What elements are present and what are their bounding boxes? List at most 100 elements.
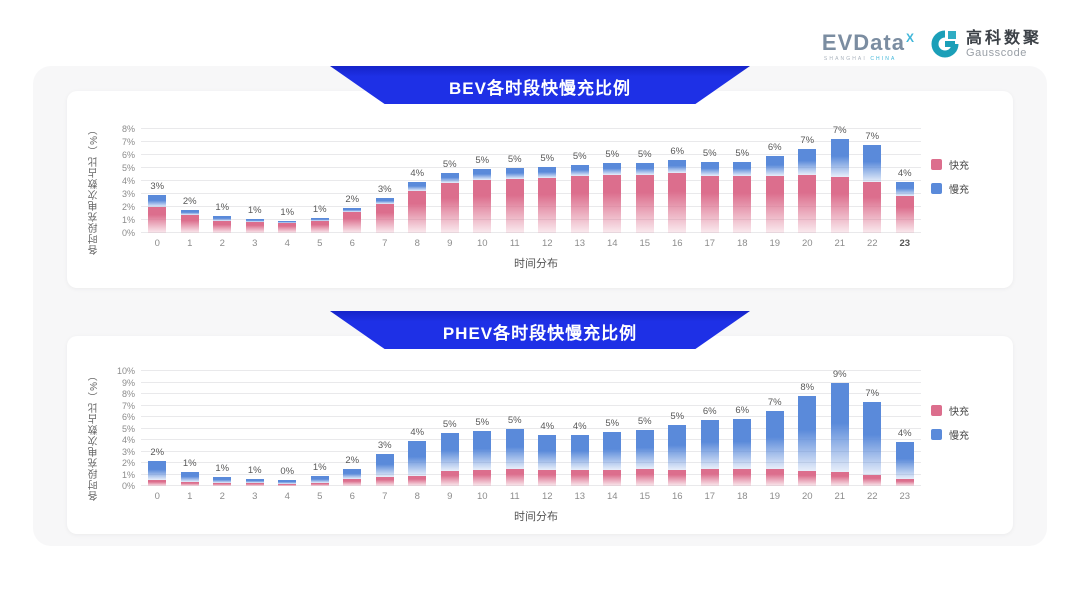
phev-xaxis-title: 时间分布 — [514, 511, 558, 523]
bar-total-label: 7% — [767, 396, 782, 408]
xtick-label: 13 — [574, 491, 586, 502]
phev-title: PHEV各时段快慢充比例 — [442, 323, 638, 343]
legend-swatch — [931, 159, 942, 170]
phev-chart: 各时段充电次数占比（%） 0% 1% 2% 3% 4% 5% 6% 7% 8% 9% 10% 2% 1%… — [67, 336, 1013, 534]
xtick-label: 13 — [574, 238, 586, 249]
bar-hour-13: 5% — [564, 129, 597, 233]
phev-yaxis-title: 各时段充电次数占比（%） — [88, 369, 100, 501]
gridline — [141, 154, 921, 155]
bar-hour-3: 1% — [239, 129, 272, 233]
gausscode-name-cn: 高科数聚 — [965, 29, 1042, 47]
bar-total-label: 5% — [637, 415, 652, 427]
bar-hour-18: 6% — [726, 371, 759, 486]
bar-segment-slow — [570, 165, 589, 177]
xtick-label: 18 — [736, 491, 748, 502]
bar-segment-slow — [375, 197, 394, 205]
bar-hour-21: 9% — [824, 369, 857, 486]
bar-hour-10: 5% — [466, 371, 499, 486]
bar-segment-slow — [148, 195, 167, 207]
xtick-label: 7 — [382, 238, 388, 249]
gridline — [141, 393, 921, 394]
bar-segment-slow — [278, 220, 297, 223]
bar-segment-slow — [408, 182, 427, 192]
evdata-brand-text: EVData — [821, 29, 905, 55]
bar-segment-fast — [245, 483, 264, 486]
bar-total-label: 1% — [312, 462, 327, 474]
bar-segment-slow — [863, 145, 882, 182]
xtick-label: 20 — [801, 238, 813, 249]
bar-segment-slow — [505, 428, 524, 469]
bar-segment-fast — [733, 176, 752, 233]
bar-total-label: 7% — [865, 131, 880, 143]
bar-segment-fast — [765, 469, 784, 486]
gridline — [141, 232, 921, 233]
bar-hour-13: 4% — [564, 371, 597, 486]
bar-segment-fast — [570, 469, 589, 486]
bar-total-label: 4% — [540, 421, 555, 433]
bar-segment-slow — [635, 162, 654, 175]
bar-segment-fast — [830, 177, 849, 233]
gridline — [141, 473, 921, 475]
gausscode-g-icon — [931, 30, 959, 58]
gridline — [141, 404, 921, 406]
bar-total-label: 5% — [507, 414, 522, 426]
bar-segment-slow — [895, 181, 914, 196]
ytick-label: 6% — [121, 150, 135, 160]
legend-label: 慢充 — [949, 430, 969, 442]
bar-hour-18: 5% — [726, 129, 759, 233]
legend-item-快充[interactable]: 快充 — [931, 157, 1005, 172]
evdata-wordmark: EVDataX — [822, 27, 915, 54]
legend-item-慢充[interactable]: 慢充 — [931, 427, 1005, 442]
ytick-label: 7% — [121, 137, 135, 147]
bar-hour-4: 0% — [271, 371, 304, 486]
bar-total-label: 5% — [605, 148, 620, 160]
xtick-label: 22 — [866, 238, 878, 249]
bev-plot-col: 0% 1% 2% 3% 4% 5% 6% 7% 8% 3% 2% 1% 1% 1% 1% 2% 3% 4% 5% 5%… — [105, 91, 931, 288]
bar-segment-slow — [733, 162, 752, 177]
bar-segment-fast — [148, 480, 167, 486]
bar-hour-3: 1% — [239, 371, 272, 486]
bar-hour-23: 4% — [889, 129, 922, 233]
xtick-label: 20 — [801, 491, 813, 502]
bar-segment-slow — [863, 402, 882, 475]
xtick-label: 11 — [509, 491, 520, 502]
xtick-label: 15 — [639, 491, 651, 502]
bar-hour-4: 1% — [271, 129, 304, 233]
legend-item-慢充[interactable]: 慢充 — [931, 181, 1005, 196]
bar-total-label: 3% — [150, 181, 165, 193]
ytick-label: 3% — [121, 446, 135, 457]
bar-total-label: 5% — [637, 148, 652, 160]
phev-title-banner: PHEV各时段快慢充比例 — [330, 311, 750, 349]
gausscode-text: 高科数聚 Gausscode — [966, 30, 1042, 59]
legend-item-快充[interactable]: 快充 — [931, 403, 1005, 418]
gridline — [141, 180, 921, 181]
bar-segment-fast — [375, 204, 394, 233]
legend-label: 慢充 — [949, 185, 969, 196]
bar-total-label: 6% — [735, 405, 750, 417]
bar-segment-fast — [570, 176, 589, 233]
bar-segment-fast — [408, 475, 427, 486]
bar-segment-slow — [148, 460, 167, 481]
bar-segment-slow — [603, 162, 622, 175]
bar-total-label: 5% — [442, 158, 457, 170]
bar-segment-slow — [278, 480, 297, 484]
bar-segment-slow — [830, 139, 849, 178]
bev-yaxis-title-col: 各时段充电次数占比（%） — [83, 91, 105, 288]
ytick-label: 4% — [121, 435, 135, 445]
xtick-label: 1 — [187, 491, 193, 502]
xtick-label: 21 — [834, 238, 846, 249]
bar-segment-slow — [440, 433, 459, 472]
bar-hour-14: 5% — [596, 129, 629, 233]
phev-yaxis-title-col: 各时段充电次数占比（%） — [83, 336, 105, 534]
bars-layer: 3% 2% 1% 1% 1% 1% 2% 3% 4% 5% 5% 5% 5% 5% 5% 5% 6% 5% 5% 6%… — [141, 125, 922, 233]
xtick-label: 5 — [317, 238, 323, 249]
gridline — [141, 370, 921, 371]
gridline — [141, 439, 921, 440]
xtick-label: 14 — [606, 238, 618, 249]
xtick-label: 2 — [219, 491, 225, 502]
ytick-label: 0% — [121, 481, 135, 491]
bar-segment-fast — [473, 469, 492, 486]
gridline — [141, 167, 921, 168]
ytick-label: 2% — [121, 458, 135, 468]
bar-total-label: 6% — [670, 146, 685, 158]
